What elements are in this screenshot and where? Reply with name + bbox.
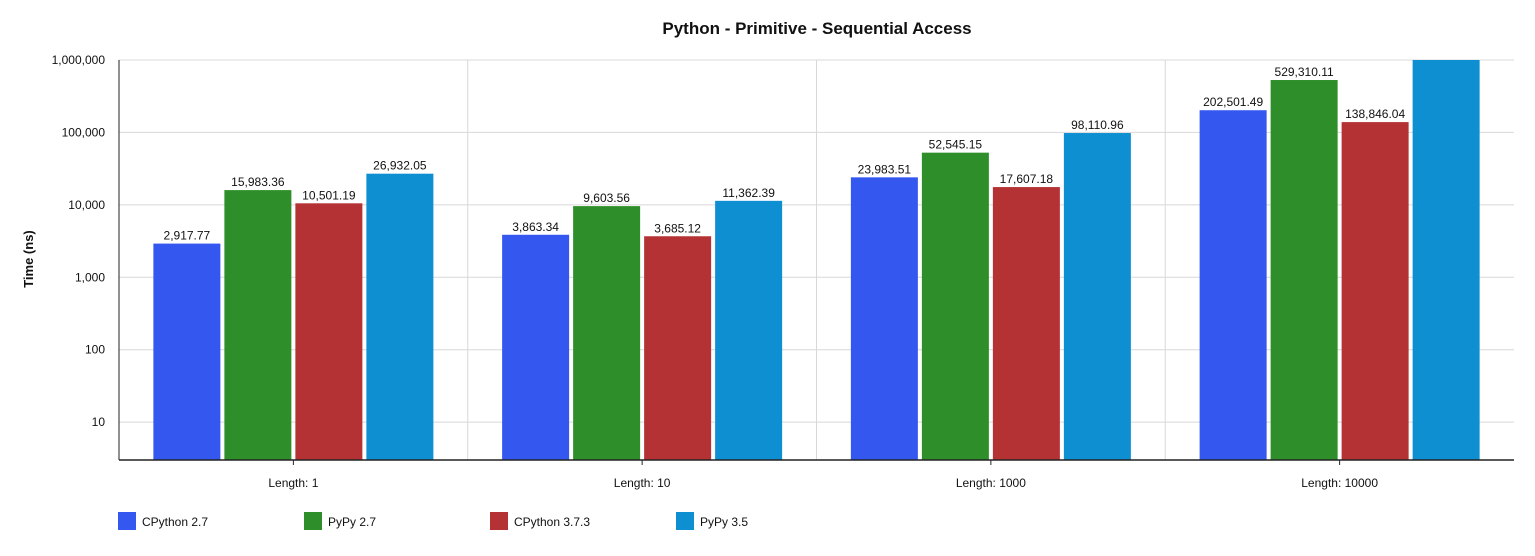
- bar: [1412, 60, 1480, 460]
- bar: [850, 177, 918, 461]
- legend-label[interactable]: PyPy 2.7: [328, 515, 376, 529]
- data-label: 9,603.56: [583, 191, 630, 205]
- data-label: 11,362.39: [722, 186, 775, 200]
- bars-layer: [153, 60, 1480, 461]
- legend-label[interactable]: PyPy 3.5: [700, 515, 748, 529]
- x-tick-label: Length: 10000: [1301, 476, 1378, 490]
- bar: [366, 173, 434, 460]
- bar: [502, 234, 570, 460]
- data-label: 23,983.51: [858, 162, 912, 176]
- bar: [715, 200, 783, 461]
- data-label: 98,110.96: [1071, 118, 1124, 132]
- y-axis-title: Time (ns): [21, 230, 36, 288]
- bar: [224, 190, 292, 460]
- data-label: 3,685.12: [654, 221, 701, 235]
- legend-label[interactable]: CPython 3.7.3: [514, 515, 590, 529]
- bar: [921, 152, 989, 461]
- data-label: 26,932.05: [373, 159, 427, 173]
- y-tick-label: 1,000,000: [52, 53, 106, 67]
- data-label: 138,846.04: [1345, 107, 1405, 121]
- legend-swatch[interactable]: [304, 512, 322, 530]
- x-tick-label: Length: 10: [614, 476, 671, 490]
- data-label: 17,607.18: [1000, 172, 1054, 186]
- bar: [295, 203, 363, 460]
- data-label: 15,983.36: [231, 175, 285, 189]
- data-label: 10,501.19: [302, 188, 356, 202]
- legend-label[interactable]: CPython 2.7: [142, 515, 208, 529]
- bar: [1270, 80, 1338, 461]
- bar: [1063, 133, 1131, 460]
- x-tick-label: Length: 1000: [956, 476, 1026, 490]
- y-tick-label: 10,000: [68, 198, 105, 212]
- data-label: 52,545.15: [929, 138, 983, 152]
- chart-title: Python - Primitive - Sequential Access: [662, 19, 971, 38]
- y-tick-label: 1,000: [75, 270, 105, 284]
- axes: 10 100 1,000 10,000 100,000 1,000,000 Length: …: [52, 53, 1514, 490]
- y-tick-label: 100: [85, 343, 105, 357]
- legend-swatch[interactable]: [676, 512, 694, 530]
- legend: CPython 2.7 PyPy 2.7 CPython 3.7.3 PyPy 3.5: [118, 512, 748, 530]
- legend-swatch[interactable]: [490, 512, 508, 530]
- legend-swatch[interactable]: [118, 512, 136, 530]
- data-label: 2,917.77: [164, 229, 211, 243]
- data-label: 202,501.49: [1203, 95, 1263, 109]
- y-tick-label: 100,000: [62, 125, 106, 139]
- bar: [153, 243, 221, 460]
- bar: [992, 187, 1060, 460]
- bar: [573, 206, 641, 460]
- x-tick-label: Length: 1: [268, 476, 318, 490]
- bar: [1341, 122, 1409, 460]
- data-label: 3,863.34: [512, 220, 559, 234]
- data-label: 529,310.11: [1275, 65, 1334, 79]
- y-tick-label: 10: [92, 415, 106, 429]
- bar: [644, 236, 712, 460]
- bar: [1199, 110, 1267, 460]
- data-labels: 2,917.77 15,983.36 10,501.19 26,932.05 3,863…: [164, 65, 1406, 243]
